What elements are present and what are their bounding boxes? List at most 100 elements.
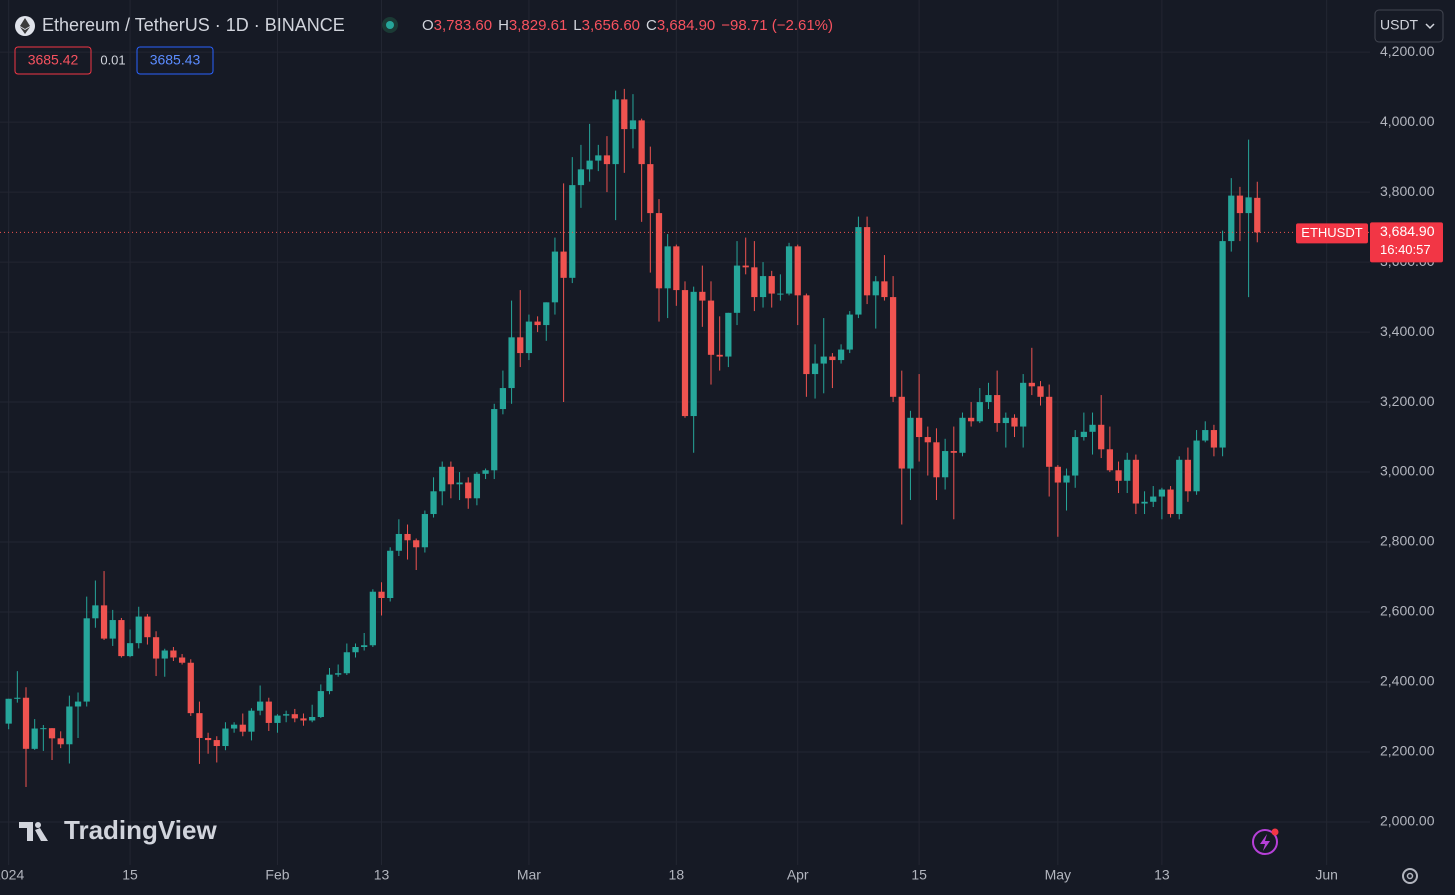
x-tick-label: May — [1045, 867, 1071, 883]
candle-body — [1202, 430, 1209, 441]
candle-body — [889, 297, 897, 397]
candle-body — [1158, 489, 1166, 497]
candle-body — [491, 409, 498, 471]
candle-body — [74, 701, 82, 707]
candle-body — [170, 650, 177, 658]
candle-body — [222, 728, 229, 747]
candle-body — [421, 514, 428, 548]
x-tick-label: 13 — [374, 867, 390, 883]
candle-body — [473, 473, 481, 499]
candle-body — [950, 451, 957, 453]
sell-button[interactable] — [14, 46, 92, 75]
candle-body — [482, 470, 489, 474]
buy-button[interactable] — [136, 46, 214, 75]
candle-body — [1011, 417, 1018, 427]
candle-body — [881, 281, 888, 298]
candle-body — [863, 227, 871, 296]
x-tick-label: Apr — [787, 867, 809, 883]
candle-body — [1219, 241, 1226, 448]
spread: 0.01 — [100, 52, 125, 67]
candle-body — [985, 395, 992, 403]
ohlc-legend: O3,783.60 H3,829.61 L3,656.60 C3,684.90 −98.… — [422, 17, 833, 34]
x-tick-label: Mar — [517, 867, 541, 883]
candle-body — [517, 337, 524, 354]
gear-hub — [1406, 872, 1414, 880]
candle-body — [872, 281, 879, 296]
candle-body — [465, 482, 472, 499]
candle-body — [794, 246, 801, 296]
ohlc-value: 3,656.60 — [582, 17, 640, 34]
candle-body — [66, 706, 73, 745]
candle-body — [1098, 424, 1105, 450]
candle-body — [898, 396, 905, 469]
candle-body — [933, 442, 940, 478]
candle-body — [22, 697, 30, 749]
alerts-icon[interactable] — [1252, 828, 1279, 855]
candle-body — [1132, 459, 1140, 504]
candle-body — [742, 265, 749, 268]
watermark-text: TradingView — [64, 815, 217, 845]
candle-body — [395, 533, 402, 551]
currency-box[interactable] — [1374, 9, 1444, 43]
ask-price[interactable]: 3685.43 — [150, 52, 201, 68]
candle-body — [31, 728, 38, 749]
currency-button[interactable]: USDT — [1374, 9, 1444, 43]
candle-body — [1089, 424, 1096, 432]
candle-body — [283, 714, 290, 716]
candle-body — [976, 402, 983, 422]
candle-body — [1028, 382, 1035, 387]
candle-body — [777, 293, 784, 295]
y-tick-label: 2,600.00 — [1380, 603, 1435, 619]
countdown: 16:40:57 — [1380, 242, 1431, 257]
price-tag-box — [1370, 222, 1443, 263]
candle-body — [595, 155, 602, 161]
candle-body — [352, 647, 359, 653]
candle-body — [161, 650, 168, 659]
candle-body — [829, 356, 836, 361]
alerts-ring[interactable] — [1252, 829, 1278, 855]
x-tick-label: 15 — [122, 867, 138, 883]
candle-body — [1054, 466, 1061, 483]
candle-body — [1184, 459, 1192, 492]
currency-label[interactable]: USDT — [1380, 17, 1419, 33]
candle-body — [959, 417, 966, 453]
ohlc-key: O — [422, 17, 434, 34]
candle-body — [1210, 430, 1218, 448]
y-tick-label: 3,800.00 — [1380, 183, 1435, 199]
bid-price[interactable]: 3685.42 — [28, 52, 79, 68]
ohlc-value: 3,829.61 — [509, 17, 567, 34]
candle-body — [248, 710, 255, 732]
candle-body — [309, 716, 316, 721]
candle-body — [109, 620, 116, 639]
candle-body — [213, 740, 220, 747]
gear[interactable] — [1402, 868, 1418, 884]
candle-body — [759, 276, 767, 298]
candle-body — [924, 437, 931, 443]
logo-dot — [35, 822, 41, 828]
settings-icon[interactable] — [1402, 868, 1418, 884]
candle-body — [803, 295, 810, 375]
candle-body — [733, 265, 741, 313]
candle-body — [655, 213, 663, 289]
candle-body — [1228, 195, 1235, 242]
bolt — [1260, 834, 1270, 851]
candle-body — [499, 388, 507, 410]
y-tick-label: 2,200.00 — [1380, 743, 1435, 759]
badge — [1271, 828, 1279, 836]
candle-body — [699, 291, 706, 301]
candle-body — [387, 550, 394, 599]
candle-body — [257, 701, 264, 711]
candle-body — [447, 466, 455, 485]
candle-body — [343, 652, 350, 674]
symbol-title[interactable]: Ethereum / TetherUS · 1D · BINANCE — [42, 15, 345, 35]
eth-glyph — [20, 18, 30, 34]
overlay: 2,000.00 2,200.00 2,400.00 2,600.00 2,800.00… — [0, 43, 1443, 883]
candle-body — [239, 724, 246, 732]
status-dot — [386, 21, 394, 29]
candle-body — [204, 737, 212, 741]
candle-body — [1020, 382, 1027, 427]
candle-body — [430, 491, 437, 515]
candle-body — [586, 160, 593, 170]
candle-body — [785, 246, 793, 294]
candle-body — [629, 120, 637, 130]
